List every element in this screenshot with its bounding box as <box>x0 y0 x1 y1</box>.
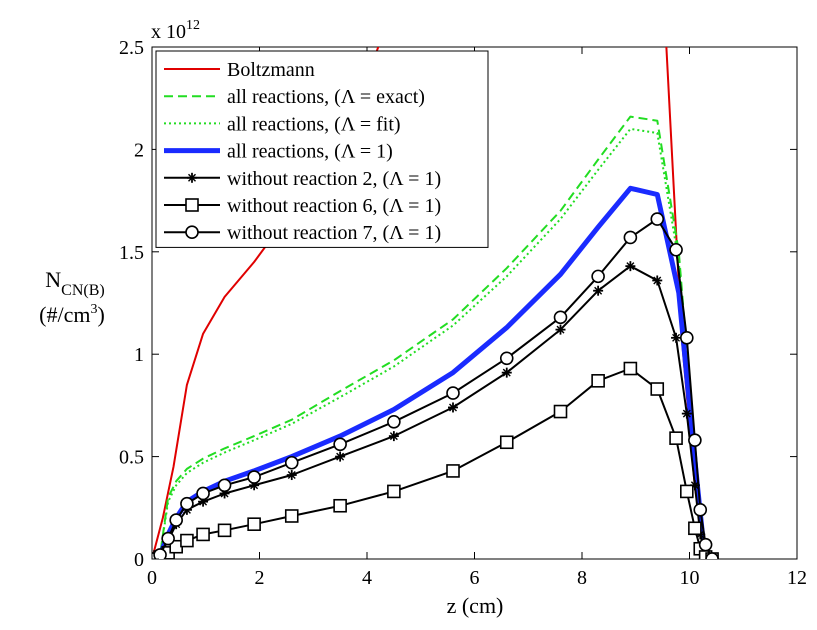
y-tick-label: 0.5 <box>119 447 144 469</box>
data-point-star <box>286 470 297 481</box>
data-point-star <box>625 261 636 272</box>
data-point-square <box>553 404 568 419</box>
data-point-circle <box>196 486 210 501</box>
legend-entry: without reaction 6, (Λ = 1) <box>164 195 441 217</box>
y-tick-label: 2.5 <box>119 37 144 59</box>
legend: Boltzmann all reactions, (Λ = exact) all r… <box>155 50 489 248</box>
y-tick-label: 1.5 <box>119 242 144 264</box>
data-point-square <box>680 484 694 499</box>
data-point-square <box>591 374 605 388</box>
x-tick-label: 6 <box>470 567 480 589</box>
legend-label: all reactions, (Λ = fit) <box>227 113 401 135</box>
legend-marker <box>187 172 197 183</box>
legend-label: without reaction 7, (Λ = 1) <box>227 222 441 244</box>
data-point-circle <box>153 548 167 559</box>
data-point-circle <box>591 269 605 284</box>
data-point-star <box>555 324 566 335</box>
data-point-star <box>388 431 399 442</box>
data-point-square <box>284 509 299 523</box>
data-point-square <box>669 431 683 445</box>
legend-entry: all reactions, (Λ = fit) <box>164 113 401 135</box>
legend-entry: Boltzmann <box>164 59 315 81</box>
data-point-square <box>650 382 665 396</box>
data-point-star <box>593 285 604 296</box>
x-tick-label: 2 <box>255 567 265 589</box>
legend-entry: all reactions, (Λ = 1) <box>164 141 393 163</box>
data-point-circle <box>650 212 665 226</box>
data-point-circle <box>698 537 713 552</box>
data-point-square <box>499 435 514 450</box>
legend-marker <box>185 198 199 212</box>
data-point-circle <box>217 478 232 493</box>
y-tick-label: 2 <box>134 139 144 161</box>
data-point-square <box>387 484 401 499</box>
y-axis-unit-label: (#/cm3) <box>39 302 105 327</box>
data-point-circle <box>247 470 261 484</box>
data-point-circle <box>169 513 183 527</box>
data-point-square <box>333 498 347 513</box>
data-point-star <box>671 332 682 343</box>
data-point-circle <box>333 437 347 452</box>
series-7 <box>152 212 719 559</box>
legend-label: Boltzmann <box>227 59 315 81</box>
legend-label: all reactions, (Λ = exact) <box>227 86 425 108</box>
x-axis-label: z (cm) <box>447 593 504 618</box>
legend-label: without reaction 2, (Λ = 1) <box>227 168 441 190</box>
data-point-circle <box>180 496 194 511</box>
data-point-square <box>688 521 702 536</box>
data-point-circle <box>553 310 568 325</box>
data-point-star <box>501 367 512 378</box>
data-point-circle <box>623 230 638 245</box>
axis-ticks: 0 2 4 6 8 10 12 0 0.5 1 1.5 2 2.5 <box>119 37 807 589</box>
data-point-circle <box>446 386 460 400</box>
data-point-circle <box>499 351 514 366</box>
series-layer <box>152 47 719 559</box>
data-point-circle <box>161 531 175 546</box>
data-point-circle <box>693 503 708 517</box>
data-point-circle <box>688 433 702 448</box>
x-tick-label: 4 <box>362 567 372 589</box>
data-point-circle <box>669 242 683 257</box>
data-point-star <box>335 451 346 462</box>
data-point-square <box>196 527 210 542</box>
y-tick-label: 0 <box>134 549 144 571</box>
legend-label: all reactions, (Λ = 1) <box>227 141 393 163</box>
x-tick-label: 10 <box>680 567 700 589</box>
data-point-square <box>623 361 638 376</box>
data-point-star <box>448 402 458 413</box>
legend-entry: all reactions, (Λ = exact) <box>164 86 425 108</box>
legend-entry: without reaction 2, (Λ = 1) <box>164 168 441 190</box>
x-tick-label: 0 <box>147 567 157 589</box>
y-axis-label: NCN(B) <box>45 267 104 299</box>
legend-label: without reaction 6, (Λ = 1) <box>227 195 441 217</box>
data-point-circle <box>387 414 401 429</box>
data-point-star <box>652 275 663 286</box>
data-point-square <box>446 464 460 478</box>
y-exponent-label: x 1012 <box>151 18 200 43</box>
legend-entry: without reaction 7, (Λ = 1) <box>164 222 441 244</box>
data-point-square <box>217 523 232 538</box>
data-point-circle <box>284 455 299 470</box>
legend-marker <box>185 225 199 239</box>
data-point-square <box>180 533 194 548</box>
data-point-square <box>247 517 261 531</box>
data-point-star <box>681 408 692 419</box>
data-point-circle <box>705 552 719 559</box>
data-point-circle <box>680 331 694 345</box>
x-tick-label: 8 <box>577 567 587 589</box>
x-tick-label: 12 <box>787 567 807 589</box>
y-tick-label: 1 <box>134 344 144 366</box>
